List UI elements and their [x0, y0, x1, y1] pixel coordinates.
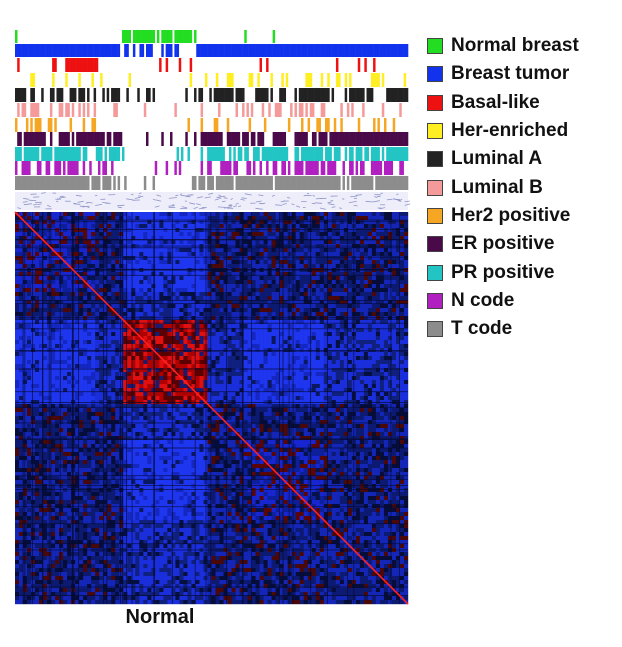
- legend: Normal breast Breast tumor Basal-like Her-e…: [427, 32, 617, 343]
- annotation-track-breast-tumor: [15, 44, 409, 57]
- legend-item: T code: [427, 315, 617, 343]
- annotation-track-n-code: [15, 161, 404, 175]
- legend-item: Her2 positive: [427, 202, 617, 230]
- legend-swatch: [427, 292, 443, 309]
- legend-item: Basal-like: [427, 89, 617, 117]
- legend-swatch: [427, 207, 443, 224]
- legend-swatch: [427, 236, 443, 253]
- heatmap-matrix: [14, 211, 409, 605]
- annotation-track-luminal-b: [17, 103, 402, 117]
- x-axis-label: Normal: [125, 606, 195, 628]
- legend-swatch: [427, 179, 443, 196]
- annotation-track-luminal-a: [15, 88, 409, 102]
- legend-swatch: [427, 321, 443, 338]
- legend-label: T code: [451, 318, 513, 340]
- annotation-track-basal-like: [17, 58, 376, 72]
- annotation-track-her-enriched: [30, 73, 407, 87]
- legend-item: ER positive: [427, 230, 617, 258]
- legend-label: Luminal B: [451, 176, 543, 198]
- legend-label: Luminal A: [451, 148, 543, 170]
- legend-item: Normal breast: [427, 32, 617, 60]
- legend-swatch: [427, 264, 443, 281]
- annotation-track-er-positive: [17, 132, 409, 146]
- dendrogram-strip: [15, 192, 411, 210]
- legend-swatch: [427, 123, 443, 140]
- legend-swatch: [427, 151, 443, 168]
- annotation-track-her2-positive: [15, 118, 396, 132]
- legend-item: Luminal B: [427, 173, 617, 201]
- legend-item: N code: [427, 287, 617, 315]
- legend-item: PR positive: [427, 258, 617, 286]
- legend-label: Normal breast: [451, 35, 579, 57]
- legend-item: Her-enriched: [427, 117, 617, 145]
- legend-label: Her2 positive: [451, 204, 571, 226]
- legend-label: Her-enriched: [451, 120, 569, 142]
- legend-label: N code: [451, 289, 515, 311]
- legend-label: PR positive: [451, 261, 555, 283]
- heatmap-texture-lines: [15, 212, 408, 604]
- legend-swatch: [427, 38, 443, 55]
- annotation-tracks: [15, 30, 409, 190]
- legend-swatch: [427, 66, 443, 83]
- legend-label: Basal-like: [451, 91, 540, 113]
- annotation-track-normal-breast: [15, 30, 276, 43]
- legend-item: Luminal A: [427, 145, 617, 173]
- legend-label: ER positive: [451, 233, 555, 255]
- heatmap-diagonal: [14, 211, 409, 605]
- legend-item: Breast tumor: [427, 60, 617, 88]
- annotation-track-pr-positive: [15, 147, 409, 161]
- legend-label: Breast tumor: [451, 63, 570, 85]
- annotation-track-t-code: [15, 176, 409, 190]
- legend-swatch: [427, 94, 443, 111]
